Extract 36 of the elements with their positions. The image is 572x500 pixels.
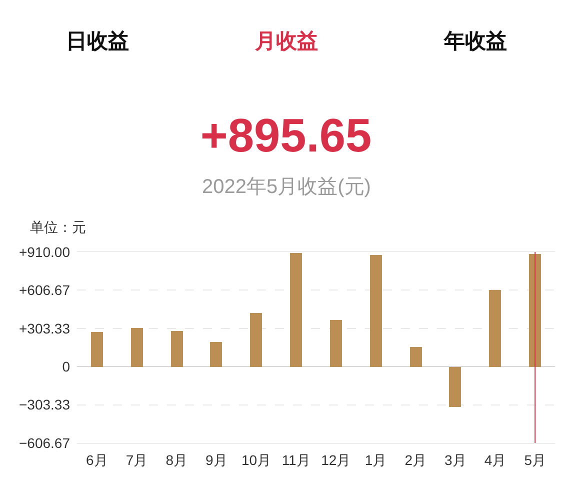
y-axis-title: 单位：元: [30, 219, 86, 235]
x-tick-label: 2月: [404, 452, 426, 468]
bar: [290, 253, 302, 367]
y-tick-label: −606.67: [19, 434, 70, 451]
x-tick-label: 1月: [364, 452, 387, 468]
x-tick-label: 10月: [241, 452, 272, 468]
bar: [171, 331, 183, 367]
bar: [410, 347, 422, 367]
chart-subtitle: 2022年5月收益(元): [202, 176, 371, 198]
x-tick-label: 5月: [524, 452, 546, 468]
text: 月收益: [254, 30, 318, 53]
bar: [370, 255, 382, 367]
x-tick-label: 3月: [444, 452, 466, 468]
bar: [449, 367, 461, 407]
text: 日收益: [66, 30, 129, 53]
chart-title: +895.65: [200, 108, 372, 162]
x-tick-label: 6月: [86, 452, 108, 468]
bar: [131, 328, 143, 367]
y-tick-label: +303.33: [19, 320, 70, 336]
x-tick-label: 4月: [484, 452, 506, 468]
bar: [250, 313, 262, 367]
x-tick-label: 7月: [126, 452, 148, 468]
bar: [210, 342, 222, 367]
x-tick-label: 8月: [166, 452, 188, 468]
text: 年收益: [443, 30, 507, 53]
bar: [91, 332, 103, 367]
x-tick-label: 12月: [321, 452, 351, 468]
y-tick-label: +910.00: [19, 244, 70, 260]
y-tick-label: +606.67: [19, 282, 70, 298]
x-tick-label: 11月: [282, 452, 310, 468]
x-tick-label: 9月: [206, 452, 228, 468]
y-tick-label: −303.33: [19, 396, 70, 413]
bar: [489, 290, 501, 367]
y-tick-label: 0: [62, 358, 70, 374]
bar: [529, 254, 541, 367]
bar: [330, 320, 342, 367]
